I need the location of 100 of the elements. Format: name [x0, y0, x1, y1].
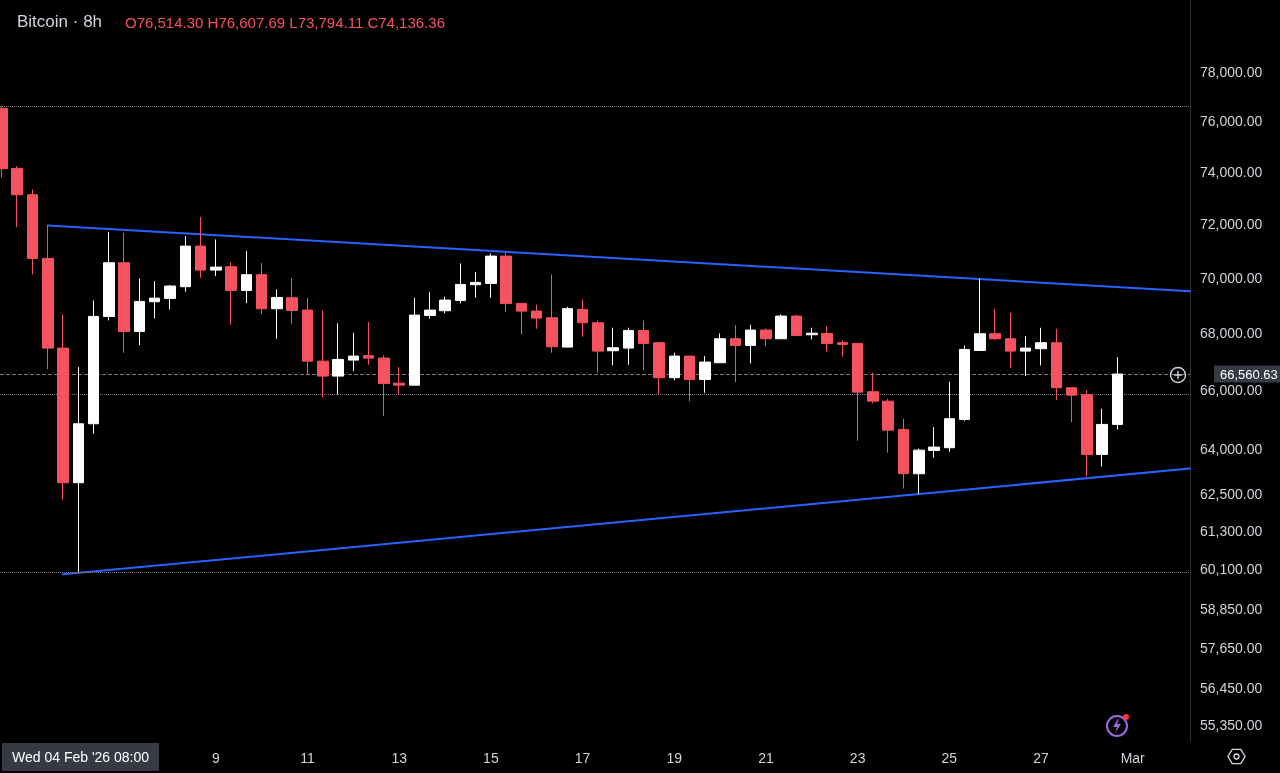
candlestick: [577, 298, 588, 338]
candlestick: [424, 291, 436, 320]
y-tick-label: 56,450.00: [1200, 679, 1263, 696]
candlestick: [974, 278, 986, 351]
y-tick-label: 66,000.00: [1200, 382, 1263, 399]
candlestick: [118, 232, 130, 354]
candlestick: [684, 355, 695, 402]
candlestick: [195, 216, 206, 279]
x-tick-label: 23: [849, 750, 866, 766]
candlestick: [745, 324, 756, 364]
candlestick: [760, 328, 772, 347]
candlestick: [791, 314, 802, 337]
y-tick-label: 55,350.00: [1200, 717, 1263, 734]
candlestick: [1020, 335, 1031, 377]
y-tick-label: 72,000.00: [1200, 216, 1263, 233]
candlestick: [867, 372, 879, 404]
candlestick: [348, 332, 359, 372]
candlestick: [439, 296, 451, 314]
y-tick-label: 58,850.00: [1200, 600, 1263, 617]
candlestick: [470, 271, 481, 299]
y-tick-label: 62,500.00: [1200, 485, 1263, 502]
candlestick: [1096, 408, 1108, 467]
candlestick: [1066, 387, 1077, 423]
candlestick: [302, 297, 313, 375]
candlestick: [989, 308, 1001, 341]
candlestick: [730, 324, 741, 383]
ref-line-label: 66,560.63: [1220, 366, 1278, 382]
x-tick-label: 19: [666, 750, 683, 766]
candlestick: [546, 273, 558, 354]
y-tick-label: 60,100.00: [1200, 560, 1263, 577]
candlestick: [638, 319, 649, 371]
y-tick-label: 68,000.00: [1200, 325, 1263, 342]
candlestick: [837, 339, 848, 358]
candlestick: [393, 366, 405, 395]
candlestick: [699, 355, 711, 394]
candlestick: [500, 252, 512, 313]
candlestick: [73, 366, 84, 573]
candlestick: [1051, 328, 1062, 401]
x-tick-label: 13: [391, 750, 408, 766]
x-tick-label: 27: [1033, 750, 1050, 766]
candlestick: [1112, 356, 1123, 430]
candlestick: [210, 238, 222, 277]
candlestick: [332, 322, 344, 395]
candlestick: [959, 344, 970, 422]
x-tick-label: 9: [211, 750, 220, 766]
candlestick: [134, 277, 145, 346]
candlestick: [531, 303, 542, 330]
candlestick: [913, 447, 925, 495]
candlestick: [180, 235, 191, 293]
y-tick-label: 74,000.00: [1200, 164, 1263, 181]
candlestick: [363, 321, 374, 366]
candlestick: [485, 252, 497, 299]
candlestick: [164, 284, 176, 310]
candlestick: [623, 327, 634, 366]
candlestick: [256, 262, 267, 315]
text: Bitcoin · 8h: [17, 12, 103, 31]
y-tick-label: 70,000.00: [1200, 270, 1263, 287]
candlestick: [607, 327, 619, 366]
x-tick-label: 25: [941, 750, 958, 766]
y-tick-label: 76,000.00: [1200, 113, 1263, 130]
candlestick: [57, 313, 69, 500]
candlestick: [775, 313, 787, 340]
candlestick: [821, 325, 833, 352]
x-tick-label: Mar: [1120, 750, 1146, 766]
candlestick: [27, 188, 38, 275]
candlestick: [225, 261, 237, 326]
y-tick-label: 78,000.00: [1200, 63, 1263, 80]
candlestick: [103, 231, 115, 321]
candlestick: [42, 224, 54, 370]
candlestick: [286, 277, 298, 325]
candlestick: [1035, 327, 1047, 366]
x-tick-label: 17: [574, 750, 591, 766]
candlestick: [562, 306, 573, 348]
candlestick: [241, 250, 252, 304]
candlestick: [378, 354, 390, 417]
text: O76,514.30 H76,607.69 L73,794.11 C74,136.36: [125, 14, 445, 31]
candlestick: [409, 297, 420, 386]
candlestick: [317, 309, 329, 399]
candlestick: [714, 332, 726, 364]
candlestick: [806, 327, 818, 340]
candlestick: [1005, 312, 1016, 369]
candlestick: [898, 418, 909, 489]
candlestick: [882, 398, 894, 454]
candlestick: [516, 302, 527, 335]
text: Wed 04 Feb '26 08:00: [12, 749, 150, 765]
candlestick: [149, 280, 160, 319]
candlestick: [669, 352, 680, 381]
y-tick-label: 61,300.00: [1200, 522, 1263, 539]
candlestick: [592, 319, 604, 374]
candlestick: [944, 381, 955, 453]
y-tick-label: 57,650.00: [1200, 639, 1263, 656]
x-tick-label: 11: [300, 750, 315, 766]
y-tick-label: 64,000.00: [1200, 440, 1263, 457]
candlestick: [653, 342, 665, 395]
candlestick: [88, 299, 99, 435]
x-tick-label: 15: [483, 750, 499, 766]
candlestick: [271, 288, 283, 340]
candlestick: [1081, 389, 1093, 478]
candlestick: [11, 165, 23, 228]
candlestick: [852, 342, 863, 442]
